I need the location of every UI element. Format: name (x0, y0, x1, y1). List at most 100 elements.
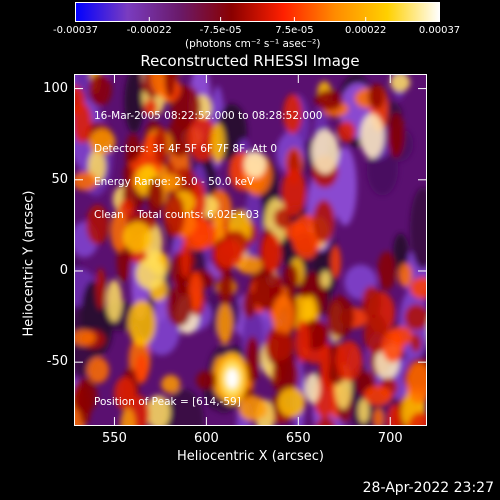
heatmap-cell (277, 387, 306, 418)
heatmap-cell (377, 251, 396, 291)
heatmap-cell (242, 290, 257, 319)
heatmap-cell (363, 385, 392, 406)
colorbar-tick-label: -0.00037 (53, 25, 98, 36)
colorbar (75, 2, 440, 22)
heatmap-cell (161, 173, 181, 192)
heatmap-cell (283, 93, 303, 134)
timestamp: 28-Apr-2022 23:27 (362, 480, 494, 496)
heatmap-cell (410, 333, 422, 353)
heatmap-cell (314, 89, 343, 111)
heatmap-cell (368, 83, 385, 110)
x-tick-label: 650 (285, 431, 311, 446)
colorbar-tick-label: -0.00022 (126, 25, 172, 36)
heatmap-cell (389, 326, 413, 347)
heatmap-cell (404, 304, 427, 331)
heatmap-cell (320, 270, 331, 288)
heatmap-cell (217, 269, 234, 307)
colorbar-tick-label: -7.5e-05 (199, 25, 242, 36)
heatmap-cell (135, 353, 149, 384)
heatmap-cell (283, 264, 299, 293)
heatmap-cell (333, 146, 357, 226)
heatmap-cell (214, 239, 244, 269)
y-tick-label: -50 (46, 354, 68, 370)
peak-emission (226, 368, 239, 389)
heatmap-cell (363, 313, 388, 354)
heatmap-cell (216, 303, 233, 344)
heatmap-cell (166, 284, 192, 327)
heatmap-cell (164, 74, 176, 98)
heatmap-cell (406, 362, 427, 405)
observation-info: 16-Mar-2005 08:22:52.000 to 08:28:52.000… (94, 89, 322, 232)
heatmap-cell (243, 150, 267, 178)
heatmap-cell (74, 378, 98, 414)
heatmap-cell (86, 204, 109, 245)
heatmap-cell (407, 411, 427, 426)
energy-range-text: Energy Range: 25.0 - 50.0 keV (94, 176, 255, 188)
heatmap-cell (304, 372, 320, 404)
heatmap-cell (110, 210, 128, 252)
heatmap-cell (393, 233, 409, 273)
heatmap-cell (319, 338, 331, 382)
heatmap-cell (335, 340, 363, 382)
heatmap-cell (146, 395, 171, 426)
heatmap-cell (311, 129, 340, 174)
heatmap-cell (122, 221, 153, 253)
heatmap-cell (88, 74, 112, 107)
heatmap-cell (147, 177, 164, 215)
colorbar-tick-label: 7.5e-05 (275, 25, 314, 36)
heatmap-cell (196, 370, 218, 390)
y-tick-label: 0 (59, 262, 68, 278)
detectors-text: Detectors: 3F 4F 5F 6F 7F 8F, Att 0 (94, 143, 278, 155)
heatmap-plot (74, 74, 427, 426)
heatmap-cell (273, 207, 292, 230)
x-tick-label: 700 (377, 431, 403, 446)
heatmap-cell (398, 263, 413, 287)
heatmap-cell (120, 407, 136, 426)
heatmap-cell (253, 270, 282, 311)
clean-counts-text: Clean Total counts: 6.02E+03 (94, 209, 260, 221)
heatmap-cell (95, 267, 106, 310)
heatmap-cell (265, 331, 294, 361)
heatmap-cell (191, 180, 206, 221)
heatmap-cell (164, 389, 204, 426)
heatmap-cell (312, 199, 335, 243)
heatmap-cell (410, 187, 427, 269)
y-axis-label: Heliocentric Y (arcsec) (21, 190, 37, 337)
heatmap-cell (271, 294, 295, 337)
y-tick-label: 100 (43, 80, 68, 96)
heatmap-cell (390, 74, 411, 92)
heatmap-cell (188, 271, 203, 311)
heatmap-cell (261, 233, 282, 274)
heatmap-cell (360, 113, 385, 159)
heatmap-cell (337, 121, 356, 142)
heatmap-cell (163, 193, 185, 238)
heatmap-cell (74, 329, 96, 346)
heatmap-cell (373, 408, 384, 426)
heatmap-cell (135, 258, 166, 290)
heatmap-cell (330, 245, 341, 279)
heatmap-cell (74, 171, 98, 191)
heatmap-cell (124, 74, 145, 134)
chart-title: Reconstructed RHESSI Image (140, 52, 360, 70)
heatmap-cell (358, 398, 370, 424)
heatmap-cell (326, 295, 355, 338)
heatmap-cell (236, 256, 263, 275)
heatmap-cell (144, 98, 158, 116)
heatmap-cell (161, 374, 181, 394)
colorbar-units: (photons cm⁻² s⁻¹ asec⁻²) (185, 38, 321, 50)
heatmap-cell (387, 112, 405, 158)
y-tick-label: 50 (51, 171, 68, 187)
heatmap-cell (238, 395, 268, 421)
heatmap-cell (154, 126, 168, 166)
heatmap-cell (180, 240, 191, 279)
heatmap-cell (125, 133, 141, 163)
heatmap-cell (74, 84, 85, 116)
time-range-text: 16-Mar-2005 08:22:52.000 to 08:28:52.000 (94, 110, 323, 122)
colorbar-tick-label: 0.00022 (345, 25, 387, 36)
colorbar-tick-label: 0.00037 (418, 25, 461, 36)
x-tick-label: 600 (193, 431, 219, 446)
heatmap-cell (294, 320, 311, 364)
x-tick-label: 550 (102, 431, 127, 446)
heatmap-cell (315, 416, 336, 426)
heatmap-cell (281, 168, 307, 216)
